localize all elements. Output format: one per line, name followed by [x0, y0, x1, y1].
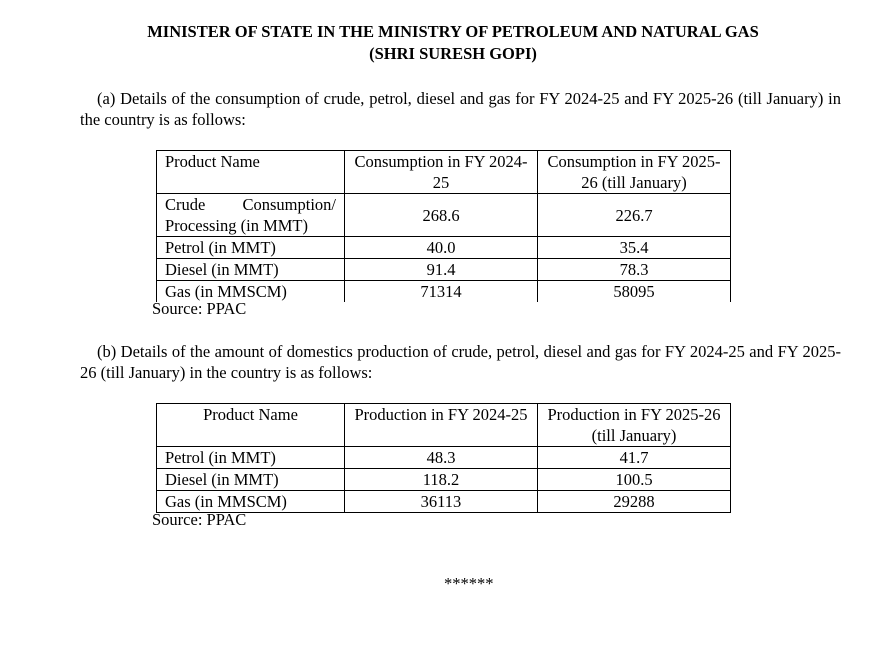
part-b-text: (b) Details of the amount of domestics p… — [80, 342, 841, 382]
cell: 29288 — [537, 490, 731, 513]
header-cell: Product Name — [156, 150, 345, 194]
source-note: Source: PPAC — [152, 510, 247, 529]
cell: 91.4 — [344, 258, 538, 281]
table-row: Diesel (in MMT) 91.4 78.3 — [156, 258, 731, 281]
cell: 100.5 — [537, 468, 731, 491]
header-cell: Consumption in FY 2024-25 — [344, 150, 538, 194]
cell: 268.6 — [344, 193, 538, 237]
cell: 40.0 — [344, 236, 538, 259]
cell: 71314 — [344, 280, 538, 302]
cell: 36113 — [344, 490, 538, 513]
table-row: Diesel (in MMT) 118.2 100.5 — [156, 468, 731, 491]
part-a-text: (a) Details of the consumption of crude,… — [80, 89, 841, 129]
table-row: Gas (in MMSCM) 71314 58095 — [156, 280, 731, 302]
cell: 226.7 — [537, 193, 731, 237]
source-note: Source: PPAC — [152, 299, 247, 318]
production-table: Product Name Production in FY 2024-25 Pr… — [156, 403, 731, 513]
table-row: Crude Consumption/ Processing (in MMT) 2… — [156, 193, 731, 237]
cell: 58095 — [537, 280, 731, 302]
consumption-table: Product Name Consumption in FY 2024-25 C… — [156, 150, 731, 302]
cell: 35.4 — [537, 236, 731, 259]
table-header-row: Product Name Consumption in FY 2024-25 C… — [156, 150, 731, 194]
table-header-row: Product Name Production in FY 2024-25 Pr… — [156, 403, 731, 447]
row-label: Gas (in MMSCM) — [156, 280, 345, 302]
header-cell: Product Name — [156, 403, 345, 447]
row-label: Diesel (in MMT) — [156, 258, 345, 281]
header-cell: Consumption in FY 2025-26 (till January) — [537, 150, 731, 194]
cell: 41.7 — [537, 446, 731, 469]
cell: 48.3 — [344, 446, 538, 469]
cell: 118.2 — [344, 468, 538, 491]
table-row: Petrol (in MMT) 40.0 35.4 — [156, 236, 731, 259]
row-label: Petrol (in MMT) — [156, 446, 345, 469]
heading-line-1: MINISTER OF STATE IN THE MINISTRY OF PET… — [147, 22, 759, 41]
row-label: Diesel (in MMT) — [156, 468, 345, 491]
table-row: Petrol (in MMT) 48.3 41.7 — [156, 446, 731, 469]
table-row: Gas (in MMSCM) 36113 29288 — [156, 490, 731, 513]
header-cell: Production in FY 2025-26 (till January) — [537, 403, 731, 447]
row-label: Crude Consumption/ Processing (in MMT) — [156, 193, 345, 237]
row-label: Petrol (in MMT) — [156, 236, 345, 259]
cell: 78.3 — [537, 258, 731, 281]
end-marker: ****** — [444, 574, 494, 593]
heading-line-2: (SHRI SURESH GOPI) — [369, 44, 537, 63]
header-cell: Production in FY 2024-25 — [344, 403, 538, 447]
